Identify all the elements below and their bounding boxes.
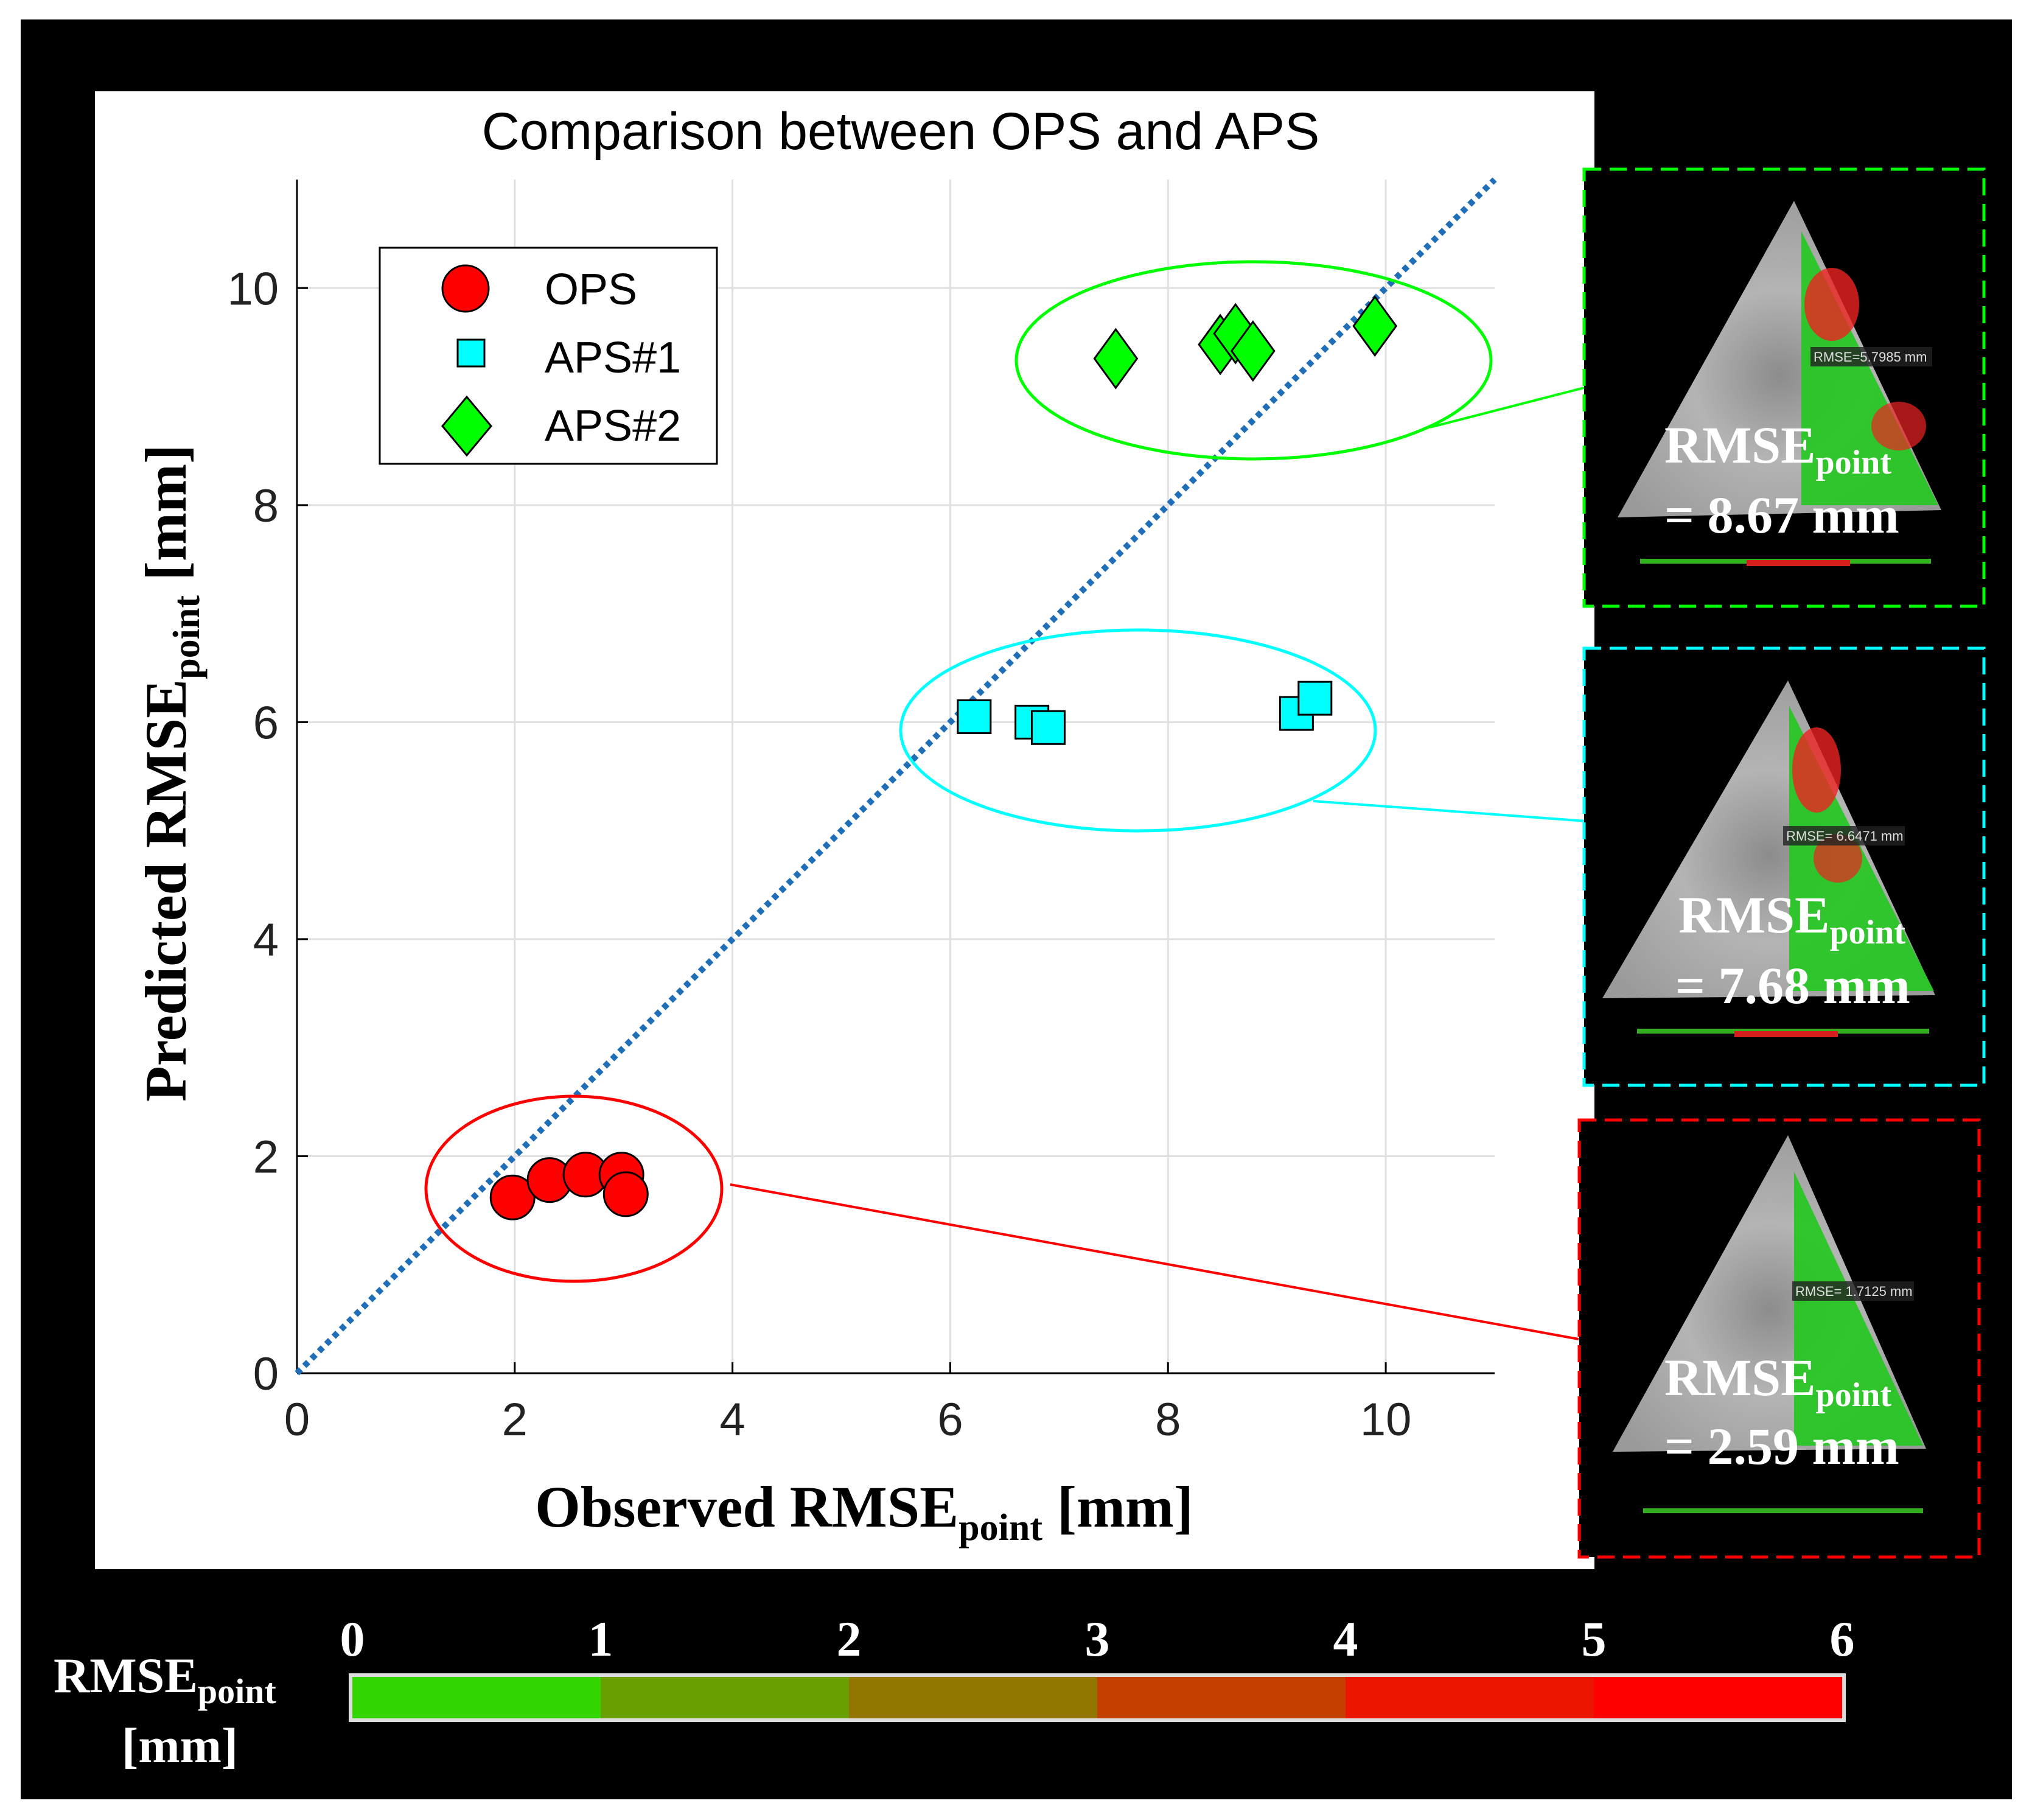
colorbar-segment [1594,1677,1843,1718]
aps2-rmse-value: = 8.67 mm [1664,486,1899,544]
ops-cluster-ellipse [424,1094,724,1283]
x-tick-label: 0 [284,1394,310,1446]
x-tick-label: 2 [502,1394,528,1446]
aps1-hotspot [1792,727,1841,813]
legend-ops-marker [441,264,490,313]
aps1-connector-line [1313,800,1595,823]
colorbar-tick-label: 2 [837,1611,862,1667]
aps1-pointcloud-panel: RMSE= 6.6471 mm RMSEpoint = 7.68 mm [1582,646,1986,1087]
ops-rmse-label: RMSEpoint [1664,1348,1891,1414]
data-markers [489,295,1398,1220]
legend-aps1-label: APS#1 [545,334,681,382]
x-tick-label: 10 [1360,1394,1412,1446]
aps1-rmse-value: = 7.68 mm [1675,956,1910,1015]
aps1-cluster-ellipse [899,628,1377,833]
ops-data-point [489,1174,536,1220]
aps2-rmse-label: RMSEpoint [1664,416,1891,481]
aps1-overlay-box [1783,826,1905,845]
colorbar-segment [849,1677,1098,1718]
colorbar-segments [352,1677,1843,1718]
ops-side-profile [1643,1508,1923,1513]
colorbar-frame [349,1673,1846,1722]
colorbar-segment [601,1677,850,1718]
x-tick-label: 4 [719,1394,745,1446]
aps2-data-point [1352,295,1398,357]
colorbar-segment [352,1677,601,1718]
reference-line-y-equals-x [295,177,1497,1376]
aps2-side-profile-red [1747,560,1850,566]
colorbar-segment [1346,1677,1594,1718]
axes [296,180,1495,1374]
colorbar-tick-label: 0 [340,1611,365,1667]
ops-deviation-overlay [1794,1172,1923,1446]
aps1-data-point [957,699,992,734]
colorbar-segment [1097,1677,1346,1718]
ops-overlay-box [1792,1281,1914,1301]
x-tick-label: 8 [1155,1394,1181,1446]
aps1-data-point [1030,710,1066,745]
aps2-connector-line [1430,387,1585,429]
y-tick-label: 10 [227,263,279,315]
colorbar-ticks: 0 1 2 3 4 5 6 [340,1611,1855,1667]
y-tick-label: 0 [253,1348,279,1400]
y-tick-label: 8 [253,480,279,532]
legend-box [379,247,718,465]
colorbar-tick-label: 1 [588,1611,613,1667]
legend-aps2-marker [441,395,492,457]
aps2-pointcloud-panel: RMSE=5.7985 mm RMSEpoint = 8.67 mm [1582,167,1986,608]
aps1-hotspot [1814,834,1862,883]
ops-data-point [602,1171,649,1217]
legend-ops-label: OPS [545,265,637,314]
colorbar-unit: [mm] [122,1718,238,1773]
y-tick-label: 4 [253,914,279,966]
aps2-hotspot [1871,402,1926,450]
colorbar: RMSEpoint [mm] 0 1 2 3 4 5 6 [54,1611,1855,1773]
y-tick-label: 2 [253,1131,279,1183]
colorbar-tick-label: 3 [1085,1611,1110,1667]
legend-aps1-marker [456,338,486,368]
tick-labels: 0 2 4 6 8 10 0 2 4 6 8 10 [227,263,1411,1446]
aps1-rmse-label: RMSEpoint [1678,886,1905,951]
aps1-data-point [1297,681,1333,716]
aps2-data-point [1230,320,1276,382]
x-tick-label: 6 [937,1394,963,1446]
colorbar-label: RMSEpoint [54,1648,277,1711]
legend: OPS APS#1 APS#2 [379,247,718,465]
y-tick-label: 6 [253,697,279,749]
colorbar-tick-label: 4 [1333,1611,1358,1667]
aps2-data-point [1093,327,1139,390]
aps2-hotspot [1804,268,1859,341]
aps2-overlay-text: RMSE=5.7985 mm [1814,349,1927,365]
colorbar-tick-label: 5 [1582,1611,1607,1667]
plot-panel [95,91,1594,1569]
aps1-overlay-text: RMSE= 6.6471 mm [1786,828,1904,844]
chart-title: Comparison between OPS and APS [482,102,1320,161]
aps1-side-profile-red [1734,1031,1838,1037]
y-axis-title: Predicted RMSEpoint [mm] [133,444,208,1102]
reference-line-group [295,177,1497,1376]
aps2-cluster-ellipse [1014,260,1493,461]
ops-pointcloud-panel: RMSE= 1.7125 mm RMSEpoint = 2.59 mm [1577,1118,1981,1559]
ops-overlay-text: RMSE= 1.7125 mm [1795,1284,1913,1299]
legend-aps2-label: APS#2 [545,402,681,450]
colorbar-tick-label: 6 [1830,1611,1855,1667]
x-axis-title: Observed RMSEpoint [mm] [535,1474,1193,1549]
aps2-overlay-box [1810,347,1932,366]
ops-connector-line [730,1183,1579,1340]
ops-rmse-value: = 2.59 mm [1664,1417,1899,1475]
